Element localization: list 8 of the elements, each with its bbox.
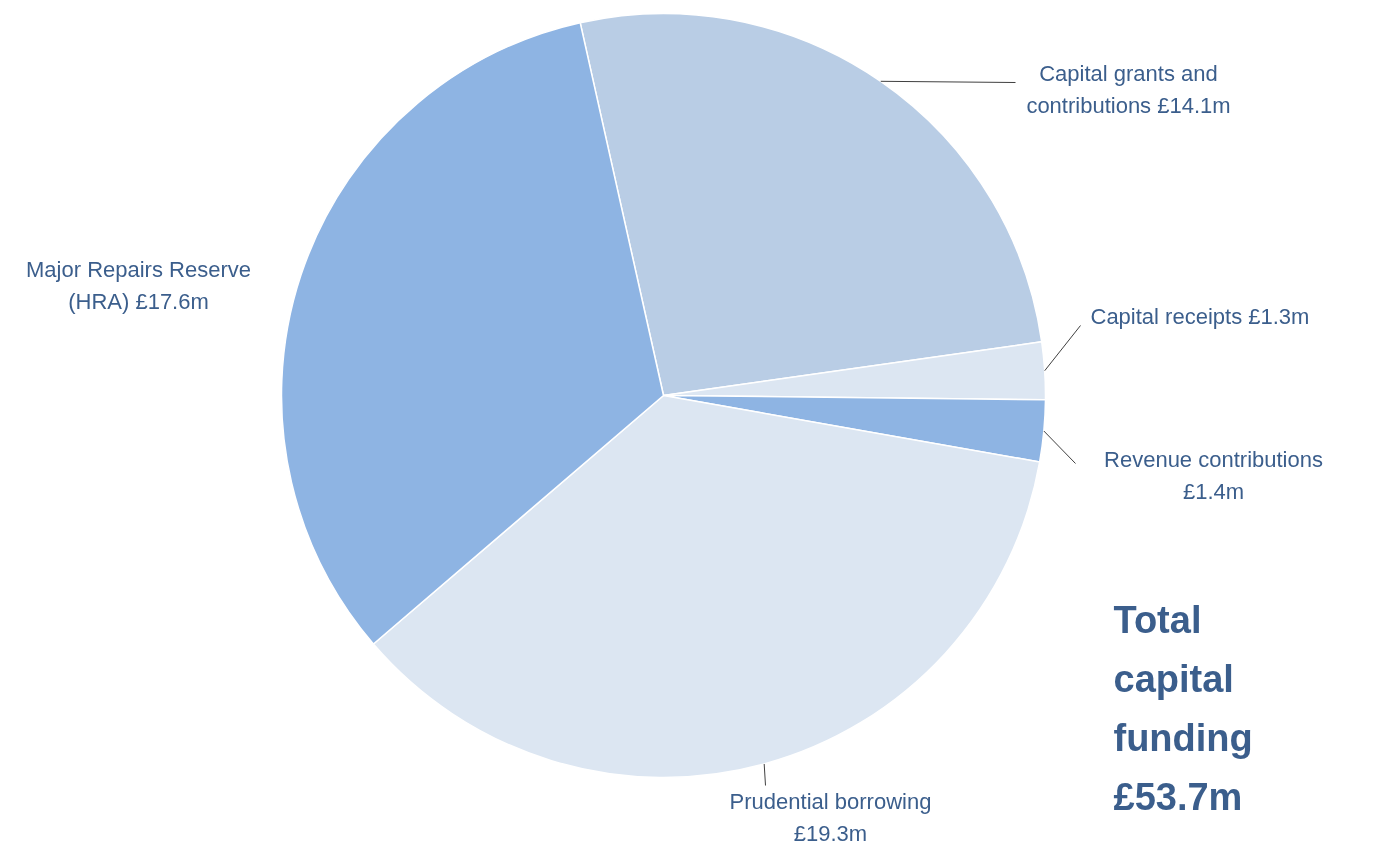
data-label: £19.3m	[793, 820, 868, 845]
slice-label: Major Repairs Reserve (HRA) £17.6m	[26, 257, 251, 314]
slice-label: Revenue contributions	[1104, 447, 1323, 473]
slice-label: Capital grants and contributions £14.1m	[1026, 61, 1231, 118]
slice-label: Capital receipts £1.3m	[1090, 304, 1310, 329]
data-label: £1.4m	[1182, 478, 1245, 504]
slice-label: Prudential borrowing	[729, 789, 932, 815]
text: Total capital funding £53.7m	[1113, 599, 1253, 818]
